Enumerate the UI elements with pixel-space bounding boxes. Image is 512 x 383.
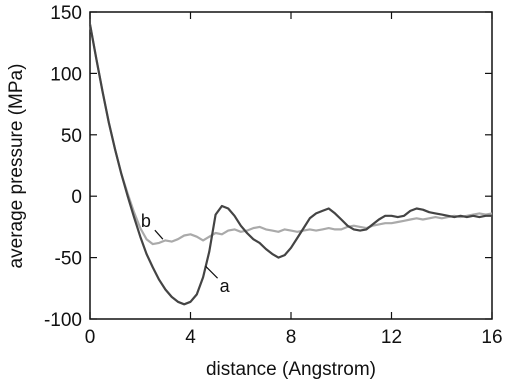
y-tick-label: -100	[44, 310, 82, 331]
y-tick-label: 50	[61, 126, 82, 147]
y-tick-label: 100	[50, 64, 82, 85]
y-tick-label: -50	[55, 249, 82, 270]
x-tick-label: 16	[481, 327, 502, 348]
series-b-leader	[154, 229, 164, 240]
axis-ticks: 0 4 8 12 16 150 100 50 0 -50 -100	[44, 3, 503, 348]
y-tick-label: 150	[50, 3, 82, 24]
x-tick-label: 4	[185, 327, 196, 348]
x-tick-label: 12	[381, 327, 402, 348]
series-a-leader	[205, 265, 218, 279]
series-label-b: b	[141, 211, 151, 231]
series-line-b	[88, 24, 493, 246]
x-tick-label: 8	[286, 327, 297, 348]
y-axis-label: average pressure (MPa)	[6, 64, 27, 269]
x-axis-label: distance (Angstrom)	[206, 359, 376, 380]
plot-frame	[89, 11, 493, 320]
x-tick-label: 0	[85, 327, 96, 348]
y-tick-label: 0	[71, 187, 82, 208]
series-labels: ab	[141, 211, 231, 296]
data-series	[88, 24, 493, 306]
series-line-a	[88, 24, 492, 306]
series-label-a: a	[220, 276, 231, 296]
